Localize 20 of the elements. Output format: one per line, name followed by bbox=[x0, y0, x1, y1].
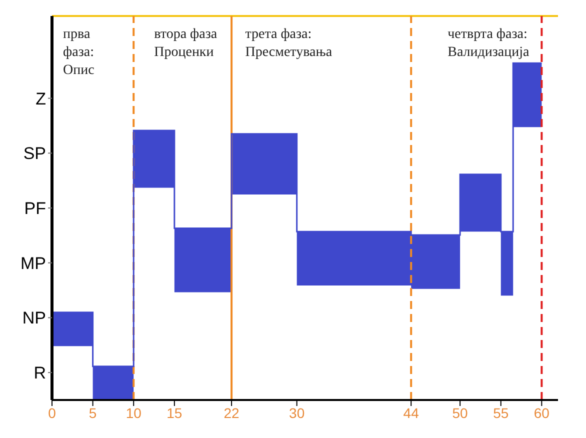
category-label: MP bbox=[20, 254, 46, 273]
x-tick-label: 60 bbox=[534, 404, 550, 421]
x-tick-label: 5 bbox=[88, 404, 97, 421]
x-tick-label: 10 bbox=[126, 404, 142, 421]
x-tick-label: 55 bbox=[493, 404, 509, 421]
x-tick-label: 15 bbox=[166, 404, 182, 421]
text: втора фаза Проценки bbox=[154, 26, 218, 62]
category-label: PF bbox=[24, 199, 46, 218]
x-tick-label: 44 bbox=[403, 404, 420, 421]
category-label: SP bbox=[23, 144, 46, 164]
x-tick-label: 22 bbox=[224, 404, 240, 421]
category-label: Z bbox=[36, 89, 46, 108]
text: четврта фаза: Валидизација bbox=[448, 26, 530, 62]
category-label: NP bbox=[22, 308, 46, 328]
text: трета фаза: Пресметувања bbox=[245, 26, 332, 62]
x-tick-label: 0 bbox=[48, 404, 56, 421]
x-tick-label: 30 bbox=[289, 404, 305, 421]
annotation: прва фаза: Опис bbox=[63, 26, 94, 80]
category-label: R bbox=[34, 364, 46, 383]
x-tick-label: 50 bbox=[452, 404, 468, 421]
